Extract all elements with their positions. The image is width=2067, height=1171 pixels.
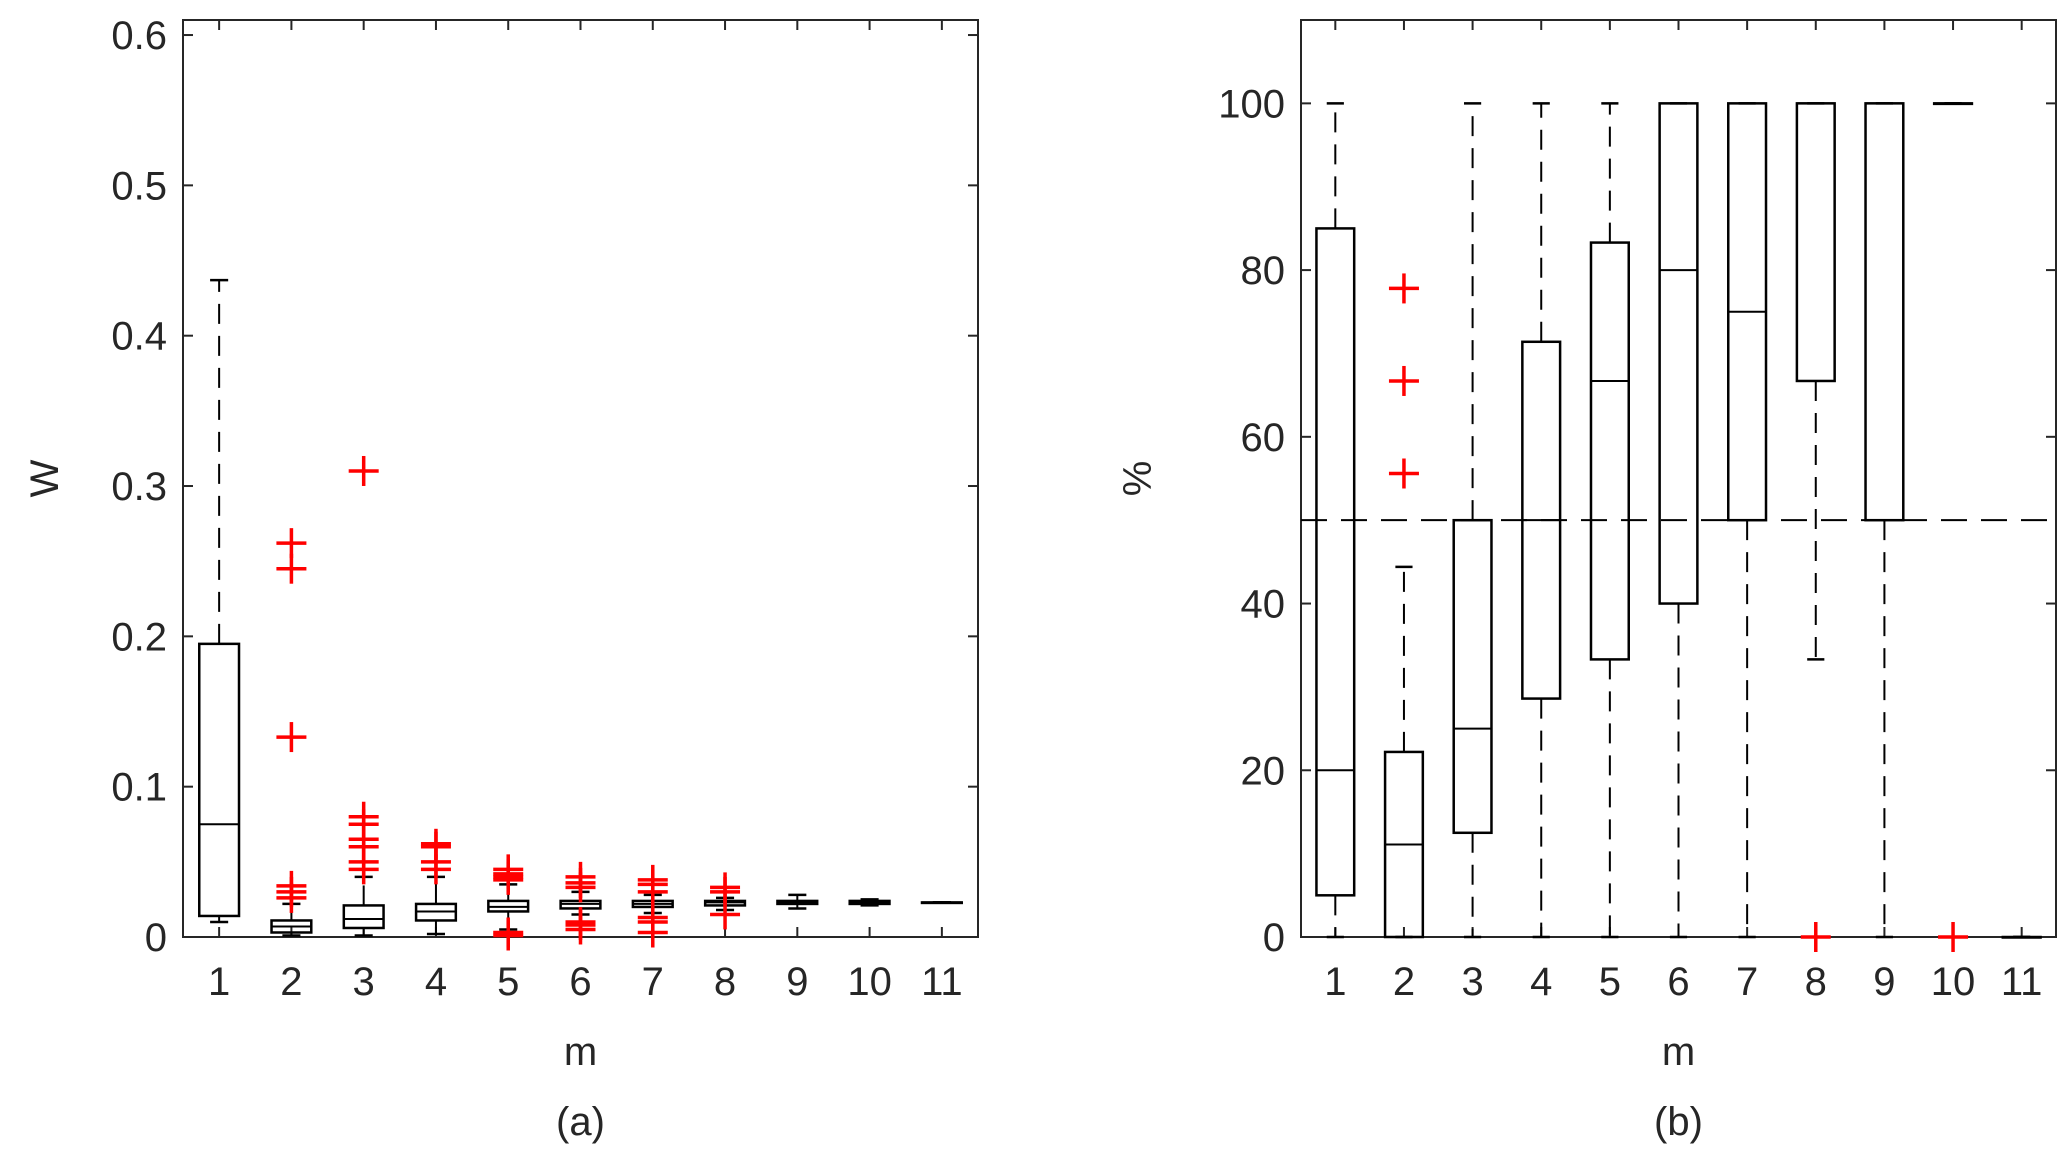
box <box>342 904 385 930</box>
box-plot-7 <box>631 864 674 948</box>
y-tick-label: 0.5 <box>111 164 167 208</box>
y-axis-label: % <box>1116 461 1160 497</box>
outlier-marker <box>493 917 524 948</box>
box-plot-9 <box>1864 102 1905 939</box>
y-tick-label: 40 <box>1241 583 1286 627</box>
y-tick-label: 60 <box>1241 416 1286 460</box>
box-plot-6 <box>559 861 602 945</box>
x-tick-label: 4 <box>1530 960 1552 1004</box>
y-tick-label: 0.1 <box>111 766 167 810</box>
outlier-marker <box>637 902 668 933</box>
box-plot-5 <box>487 854 530 951</box>
box <box>1315 227 1356 897</box>
x-tick-label: 6 <box>569 960 591 1004</box>
axes-frame <box>182 19 979 938</box>
x-axis-label: m <box>1662 1030 1695 1074</box>
y-tick-label: 0.6 <box>111 14 167 58</box>
x-tick-label: 8 <box>1805 960 1827 1004</box>
outlier-marker <box>1388 273 1419 304</box>
outlier-marker <box>276 870 307 901</box>
outlier-marker <box>348 801 379 832</box>
panel-label: (a) <box>556 1100 605 1144</box>
box-plot-2 <box>1383 273 1425 939</box>
box-plot-7 <box>1727 102 1768 939</box>
box <box>198 642 241 918</box>
y-tick-label: 100 <box>1218 82 1285 126</box>
outlier-marker <box>1938 922 1969 952</box>
y-tick-label: 0.2 <box>111 615 167 659</box>
x-tick-label: 2 <box>1393 960 1415 1004</box>
y-axis-label: W <box>23 459 67 497</box>
box-plot-3 <box>1452 102 1493 939</box>
x-tick-label: 7 <box>642 960 664 1004</box>
box-plot-4 <box>1521 102 1562 939</box>
x-tick-label: 10 <box>847 960 892 1004</box>
box-plot-1 <box>198 278 241 924</box>
box-plot-1 <box>1315 102 1356 939</box>
box-plot-8 <box>1795 102 1836 952</box>
outlier-marker <box>276 722 307 753</box>
box-plot-10 <box>848 898 891 907</box>
x-tick-label: 1 <box>208 960 230 1004</box>
x-tick-label: 5 <box>1599 960 1621 1004</box>
box-plot-11 <box>2001 935 2042 939</box>
box-plot-2 <box>270 528 313 937</box>
outlier-marker <box>710 872 741 903</box>
x-tick-label: 11 <box>921 960 963 1004</box>
x-tick-label: 3 <box>1461 960 1483 1004</box>
outlier-marker <box>1388 458 1419 489</box>
y-tick-label: 80 <box>1241 249 1286 293</box>
x-axis-label: m <box>564 1030 597 1074</box>
panel-a: 0 0.1 0.2 0.3 0.4 0.5 0.6 1 2 3 4 5 6 7 8 9 10 11 m (a) W <box>23 14 979 1144</box>
x-tick-label: 10 <box>1931 960 1976 1004</box>
outlier-marker <box>276 528 307 559</box>
outlier-marker <box>565 906 596 937</box>
box-plot-6 <box>1658 102 1699 939</box>
outlier-marker <box>493 854 524 885</box>
box <box>1658 102 1699 605</box>
x-tick-label: 8 <box>714 960 736 1004</box>
x-tick-label: 9 <box>786 960 808 1004</box>
box <box>1795 102 1836 383</box>
box-plot-5 <box>1589 102 1630 939</box>
y-tick-label: 0 <box>145 916 167 960</box>
box <box>1589 241 1630 661</box>
outlier-marker <box>637 864 668 895</box>
y-tick-label: 0 <box>1263 916 1285 960</box>
box-plot-3 <box>342 455 385 937</box>
box-plot-10 <box>1932 102 1974 952</box>
box-plot-4 <box>414 828 458 936</box>
outlier-marker <box>420 828 451 859</box>
x-tick-label: 6 <box>1667 960 1689 1004</box>
outlier-marker <box>565 861 596 892</box>
outlier-marker <box>1388 365 1419 396</box>
y-tick-label: 20 <box>1241 749 1286 793</box>
box-plot-11 <box>920 901 963 905</box>
panel-label: (b) <box>1654 1100 1703 1144</box>
box <box>1452 518 1493 835</box>
outlier-marker <box>348 455 379 486</box>
x-tick-label: 3 <box>353 960 375 1004</box>
y-tick-label: 0.4 <box>111 315 167 359</box>
outlier-marker <box>276 553 307 584</box>
x-tick-label: 2 <box>280 960 302 1004</box>
x-tick-label: 1 <box>1324 960 1346 1004</box>
panel-b: 0 20 40 60 80 100 1 2 3 4 5 6 7 8 9 10 11 m (b)% <box>1116 19 2057 1144</box>
box-plot-8 <box>703 872 747 930</box>
x-tick-label: 7 <box>1736 960 1758 1004</box>
box <box>1864 102 1905 522</box>
x-tick-label: 9 <box>1873 960 1895 1004</box>
box-plot-9 <box>776 893 819 910</box>
x-tick-label: 11 <box>2001 960 2043 1004</box>
outlier-marker <box>1800 922 1831 952</box>
y-tick-label: 0.3 <box>111 465 167 509</box>
x-tick-label: 4 <box>425 960 447 1004</box>
x-tick-label: 5 <box>497 960 519 1004</box>
